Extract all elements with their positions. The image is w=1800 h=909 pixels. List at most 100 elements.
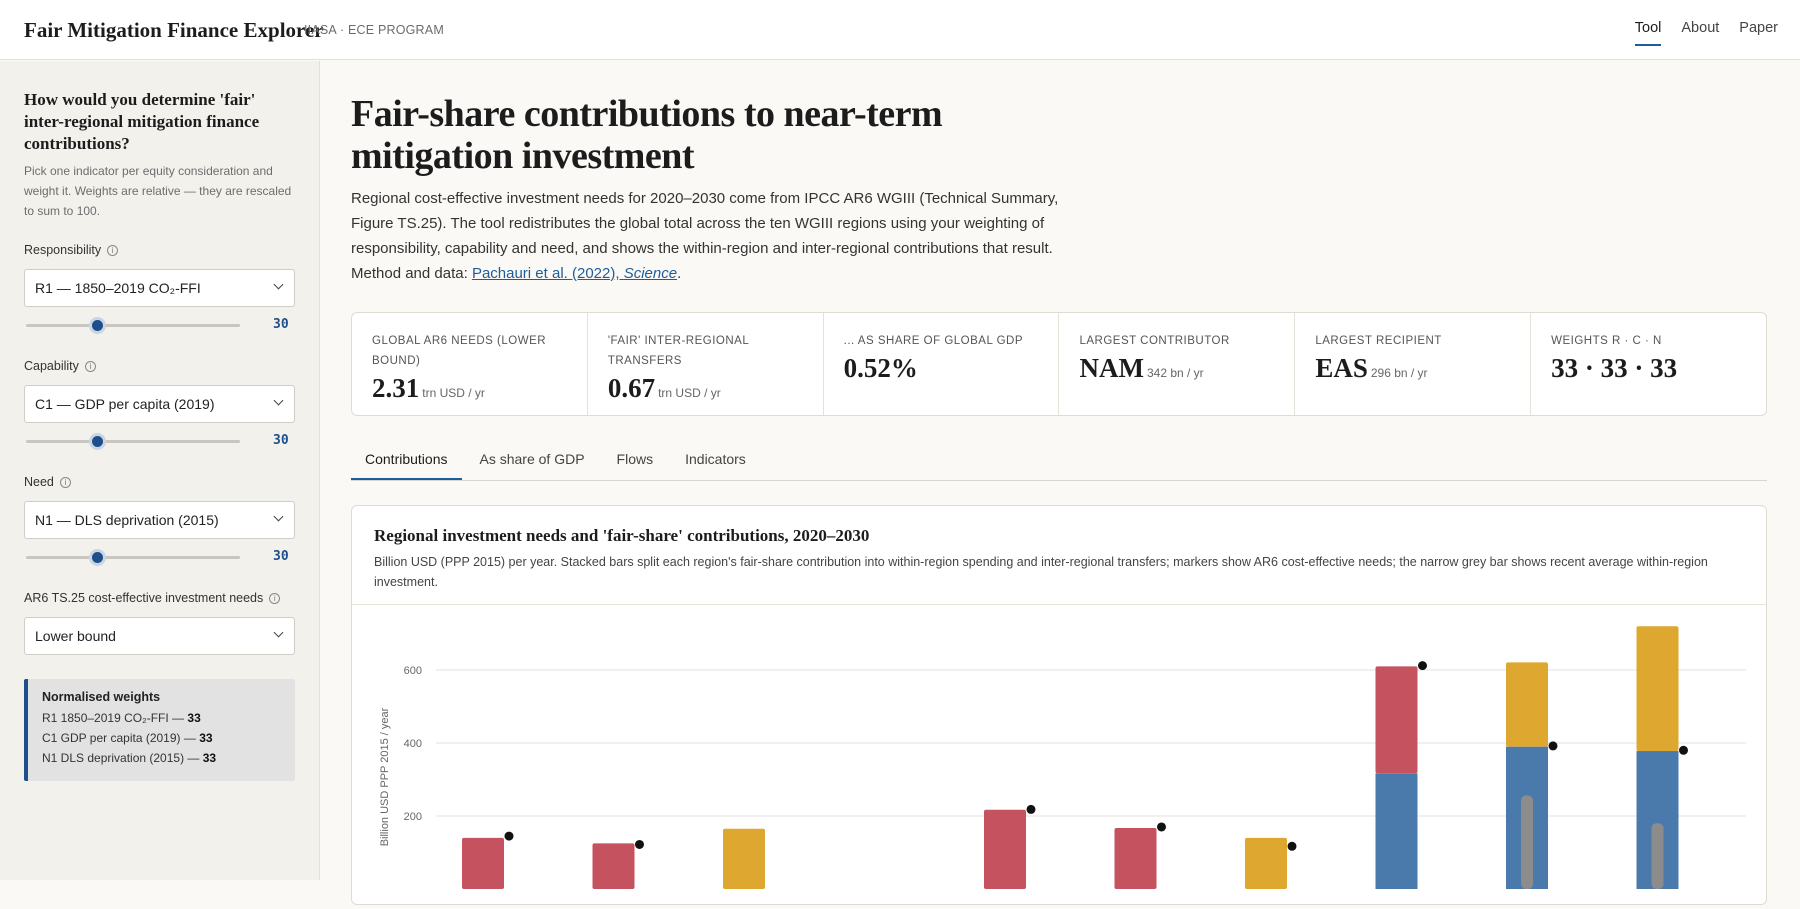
paper-link[interactable]: Pachauri et al. (2022), Science [471,265,678,282]
stat-largest-contributor: Largest contributor NAM 342 bn / yr [1059,313,1296,415]
sidebar-description: Pick one indicator per equity considerat… [24,164,292,218]
stat-value: 33 · 33 · 33 [1551,353,1678,383]
bar-inter-regional-transfer [592,843,635,889]
slider-thumb[interactable] [88,433,106,450]
tab-flows[interactable]: Flows [616,451,654,467]
info-icon[interactable]: i [59,477,71,488]
need-marker [1418,661,1427,671]
ar6-label-text: AR6 TS.25 cost-effective investment need… [24,591,264,605]
capability-select[interactable]: C1 — GDP per capita (2019) [24,385,295,423]
ar6-label: AR6 TS.25 cost-effective investment need… [24,591,281,605]
need-select[interactable]: N1 — DLS deprivation (2015) [24,501,295,539]
y-axis-label: Billion USD PPP 2015 / year [379,707,391,846]
stat-unit: trn USD / yr [658,386,721,400]
stat-label: Global AR6 needs (lower bound) [372,335,547,367]
stat-gdp-share: ... as share of global GDP 0.52% [824,313,1060,415]
capability-label: Capability i [24,359,96,373]
stat-value: 0.52% [843,353,918,383]
bar-inter-regional-transfer [723,828,765,889]
weights-title: Normalised weights [42,690,161,704]
chevron-down-icon [273,511,284,522]
ar6-bound-select[interactable]: Lower bound [24,617,295,655]
stat-value: NAM [1079,353,1144,383]
app-subtitle: IIASA · ECE PROGRAM [304,23,444,37]
chart-tabs: Contributions As share of GDP Flows Indi… [351,431,1767,481]
bar-within-region [1375,773,1418,889]
page-title: Fair-share contributions to near-term mi… [351,93,943,177]
tab-share-of-gdp[interactable]: As share of GDP [479,451,585,467]
stat-unit: 296 bn / yr [1370,366,1428,380]
need-marker [1548,741,1558,751]
responsibility-label-text: Responsibility [24,243,102,257]
bar-inter-regional-transfer [984,809,1026,889]
capability-label-text: Capability [24,359,79,373]
nav-tool[interactable]: Tool [1634,20,1662,46]
responsibility-label: Responsibility i [24,243,119,257]
stats-panel: Global AR6 needs (lower bound) 2.31 trn U… [351,312,1767,416]
slider-thumb[interactable] [88,317,106,334]
bar-inter-regional-transfer [1375,666,1418,774]
need-marker [1679,745,1688,755]
capability-selected: C1 — GDP per capita (2019) [35,396,215,412]
info-icon[interactable]: i [269,593,281,604]
chart-title: Regional investment needs and 'fair-shar… [374,526,870,545]
bar-recent-investment [1521,795,1533,889]
stat-label: Weights R · C · N [1551,335,1662,347]
tab-indicators[interactable]: Indicators [685,451,746,467]
chart-header: Regional investment needs and 'fair-shar… [352,506,1766,605]
stat-value: 2.31 [372,373,420,403]
responsibility-select[interactable]: R1 — 1850–2019 CO₂-FFI [24,269,295,307]
slider-thumb[interactable] [88,549,106,566]
nav-paper[interactable]: Paper [1739,20,1778,36]
weight-row-capability: C1 GDP per capita (2019) — 33 [42,731,213,745]
info-icon[interactable]: i [107,245,119,256]
stat-unit: 342 bn / yr [1146,366,1204,380]
slider-track [26,440,240,443]
y-tick-label: 600 [404,665,422,677]
info-icon[interactable]: i [84,361,96,372]
bar-recent-investment [1651,823,1664,889]
need-slider[interactable] [26,549,240,566]
stat-label: 'Fair' inter-regional transfers [607,335,749,367]
nav-about[interactable]: About [1681,20,1720,36]
need-marker [635,839,644,849]
top-bar: Fair Mitigation Finance Explorer IIASA ·… [0,0,1800,60]
page-description: Regional cost-effective investment needs… [351,190,1059,282]
need-marker [1026,804,1036,814]
need-label: Need i [24,475,71,489]
y-tick-label: 400 [404,738,422,750]
contributions-chart: 200400600800Billion USD PPP 2015 / year [379,626,1746,889]
sidebar-title: How would you determine 'fair' inter-reg… [24,90,260,153]
description-text: Regional cost-effective investment needs… [351,190,1059,257]
responsibility-slider[interactable] [26,317,240,334]
need-weight-value: 30 [273,549,289,564]
chart-subtitle: Billion USD (PPP 2015) per year. Stacked… [374,555,1708,589]
app-title[interactable]: Fair Mitigation Finance Explorer [24,18,324,42]
stat-label: Largest contributor [1079,335,1230,347]
stat-global-needs: Global AR6 needs (lower bound) 2.31 trn U… [352,313,588,415]
stat-weights: Weights R · C · N 33 · 33 · 33 [1531,313,1766,415]
chevron-down-icon [273,627,284,638]
chevron-down-icon [273,395,284,406]
slider-track [26,324,240,327]
responsibility-selected: R1 — 1850–2019 CO₂-FFI [35,280,201,296]
bar-inter-regional-transfer [1245,837,1287,889]
weight-row-need: N1 DLS deprivation (2015) — 33 [42,751,217,765]
weight-row-responsibility: R1 1850–2019 CO₂-FFI — 33 [42,711,201,725]
tab-contributions[interactable]: Contributions [351,431,462,480]
bar-inter-regional-transfer [1114,828,1157,889]
need-marker [1157,822,1166,832]
chevron-down-icon [273,279,284,290]
need-selected: N1 — DLS deprivation (2015) [35,512,219,528]
slider-track [26,556,240,559]
bar-inter-regional-transfer [1506,662,1548,747]
top-nav: Tool About Paper [1634,20,1778,46]
stat-value: 0.67 [607,373,656,403]
capability-slider[interactable] [26,433,240,450]
bar-inter-regional-transfer [1636,626,1679,752]
need-marker [1287,841,1297,851]
need-marker [504,831,514,841]
responsibility-weight-value: 30 [273,317,289,332]
stat-label: ... as share of global GDP [843,335,1024,347]
method-prefix: Method and data: [351,265,472,282]
